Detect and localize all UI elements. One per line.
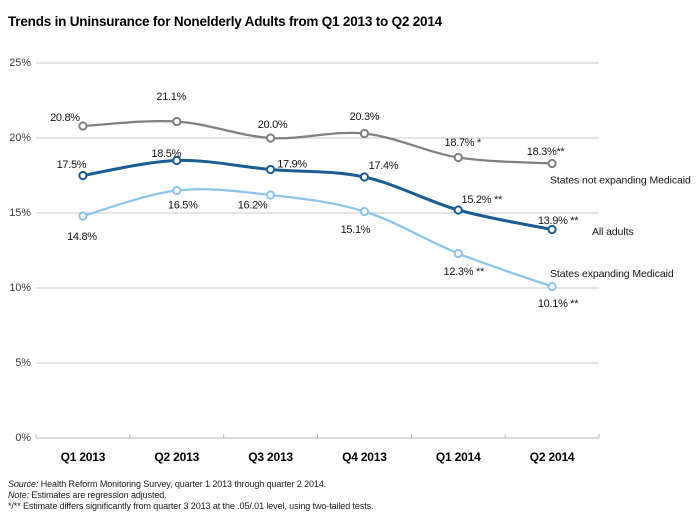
data-point-marker — [359, 172, 370, 182]
y-axis-tick-label: 25% — [9, 57, 31, 69]
x-axis-label: Q4 2013 — [342, 450, 387, 464]
data-point-marker — [78, 121, 88, 131]
data-point-label: 17.4% — [369, 160, 399, 172]
series-line-2 — [81, 158, 554, 231]
data-point-label: 17.9% — [277, 158, 307, 170]
footnote-text: Estimates are regression adjusted. — [29, 490, 167, 501]
data-point-marker — [172, 185, 182, 196]
data-point-label: 18.5% — [151, 148, 181, 160]
footnote-line: Note: Estimates are regression adjusted. — [8, 490, 688, 501]
y-axis-tick-label: 5% — [15, 357, 31, 369]
footnote-text: */** Estimate differs significantly from… — [8, 501, 374, 512]
data-point-marker — [453, 152, 463, 163]
footnote-line: Source: Health Reform Monitoring Survey,… — [8, 479, 688, 490]
data-point-label: 16.2% — [238, 199, 268, 211]
y-axis-tick-label: 20% — [9, 132, 31, 144]
footnote-line: */** Estimate differs significantly from… — [8, 501, 688, 512]
series-name-label: All adults — [592, 226, 634, 238]
footnote-prefix: Note: — [8, 490, 30, 501]
data-point-marker — [265, 133, 276, 143]
data-point-marker — [265, 190, 276, 200]
data-point-marker — [547, 281, 557, 292]
data-point-marker — [453, 248, 463, 259]
data-point-marker — [78, 170, 88, 181]
footnote-prefix: Source: — [8, 479, 39, 489]
data-point-label: 20.3% — [350, 111, 380, 123]
data-point-label: 16.5% — [168, 199, 198, 211]
series-line-3 — [81, 188, 554, 288]
data-point-marker — [172, 116, 182, 127]
data-point-label: 20.0% — [258, 119, 288, 131]
y-axis-tick-label: 10% — [9, 282, 31, 294]
data-point-label: 14.8% — [67, 231, 97, 243]
data-point-label: 18.7% * — [445, 137, 482, 149]
data-point-marker — [359, 206, 370, 217]
data-point-label: 17.5% — [57, 159, 87, 171]
series-name-label: States not expanding Medicaid — [550, 174, 691, 186]
y-axis-tick-label: 15% — [9, 207, 31, 219]
data-point-label: 20.8% — [50, 112, 80, 124]
footnote-text: Health Reform Monitoring Survey, quarter… — [38, 479, 327, 489]
series-line-1 — [81, 119, 554, 165]
data-point-label: 15.1% — [341, 224, 371, 236]
data-point-marker — [547, 158, 557, 169]
chart-title: Trends in Uninsurance for Nonelderly Adu… — [8, 14, 442, 29]
data-point-marker — [547, 224, 557, 235]
x-axis-label: Q2 2013 — [154, 450, 199, 464]
data-point-label: 12.3% ** — [444, 266, 485, 278]
data-point-label: 10.1% ** — [538, 298, 579, 310]
series-name-label: States expanding Medicaid — [550, 268, 674, 280]
data-point-label: 18.3%** — [527, 146, 566, 158]
data-point-label: 13.9% ** — [538, 215, 579, 227]
chart-footnotes: Source: Health Reform Monitoring Survey,… — [8, 479, 688, 513]
data-point-marker — [265, 164, 276, 175]
data-point-label: 21.1% — [156, 91, 186, 103]
data-point-marker — [453, 205, 463, 215]
data-point-label: 15.2% ** — [462, 194, 503, 206]
data-point-marker — [78, 211, 88, 221]
x-axis-label: Q1 2013 — [61, 450, 106, 464]
y-axis-tick-label: 0% — [15, 432, 31, 444]
data-point-marker — [172, 155, 182, 166]
x-axis-label: Q3 2013 — [248, 450, 293, 464]
data-point-marker — [359, 128, 370, 139]
x-axis-label: Q2 2014 — [530, 450, 575, 464]
x-axis-label: Q1 2014 — [436, 450, 481, 464]
